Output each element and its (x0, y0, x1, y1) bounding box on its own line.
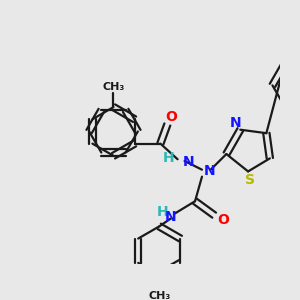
Text: H: H (163, 151, 174, 164)
Text: N: N (165, 210, 177, 224)
Text: N: N (230, 116, 242, 130)
Text: N: N (204, 164, 215, 178)
Text: CH₃: CH₃ (102, 82, 124, 92)
Text: S: S (245, 173, 255, 187)
Text: H: H (156, 205, 168, 219)
Text: N: N (183, 155, 194, 169)
Text: CH₃: CH₃ (148, 291, 170, 300)
Text: O: O (217, 212, 229, 226)
Text: O: O (165, 110, 177, 124)
